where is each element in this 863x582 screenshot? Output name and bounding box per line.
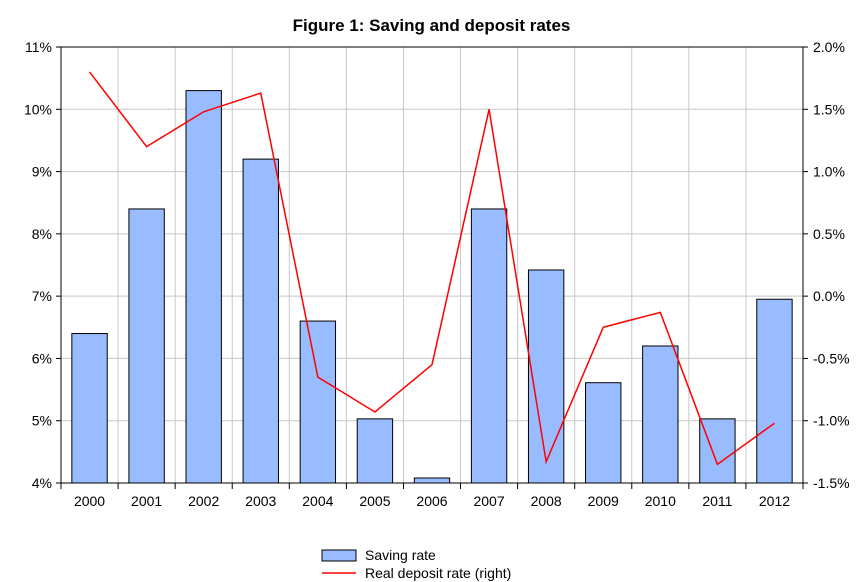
bar-saving-rate-2004 (299, 320, 337, 484)
right-tick-label: 0.5% (813, 226, 845, 242)
left-tick-label: 9% (32, 164, 52, 180)
bar-saving-rate-2009 (585, 382, 622, 484)
bar-saving-rate-2012 (756, 298, 793, 484)
right-tick-label: 0.0% (813, 288, 845, 304)
right-tick-label: 2.0% (813, 39, 845, 55)
line-series (88, 71, 775, 466)
right-tick-label: -1.5% (813, 475, 850, 491)
right-tick-label: -0.5% (813, 350, 850, 366)
legend-label-saving-rate: Saving rate (365, 547, 436, 563)
bar-saving-rate-2001 (128, 208, 165, 484)
plot-border (60, 46, 804, 484)
plot-frame (60, 46, 804, 484)
bar-saving-rate-2007 (470, 208, 508, 484)
grid (61, 46, 803, 484)
right-axis: -1.5% -1.0% -0.5% 0.0% 0.5% 1.0% 1.5% 2.0% (803, 39, 850, 491)
bar-saving-rate-2000 (71, 333, 108, 484)
legend-swatch-saving-rate (321, 549, 357, 562)
right-tick-label: 1.0% (813, 164, 845, 180)
left-tick-label: 11% (25, 39, 52, 55)
bar-saving-rate-2006 (413, 477, 451, 484)
x-tick-label: 2005 (359, 493, 390, 509)
x-tick-label: 2004 (302, 493, 333, 509)
x-tick-label: 2002 (188, 493, 219, 509)
left-axis: 4% 5% 6% 7% 8% 9% 10% 11% (24, 39, 61, 491)
right-tick-label: -1.0% (813, 413, 850, 429)
x-tick-label: 2011 (702, 493, 732, 509)
bar-saving-rate-2010 (642, 345, 679, 484)
bar-saving-rate-2003 (242, 158, 279, 484)
left-tick-label: 6% (32, 350, 52, 366)
x-tick-label: 2007 (473, 493, 504, 509)
x-axis: 2000 2001 2002 2003 2004 2005 2006 2007 2008 2009… (60, 483, 804, 509)
legend-label-real-deposit-rate: Real deposit rate (right) (365, 565, 511, 581)
bar-saving-rate-2005 (356, 418, 394, 484)
x-tick-label: 2000 (74, 493, 105, 509)
left-tick-label: 4% (32, 475, 52, 491)
x-tick-label: 2010 (645, 493, 676, 509)
left-tick-label: 10% (24, 101, 52, 117)
x-tick-label: 2003 (245, 493, 276, 509)
left-tick-label: 8% (32, 226, 52, 242)
left-tick-label: 5% (32, 413, 52, 429)
chart-title: Figure 1: Saving and deposit rates (292, 16, 571, 35)
x-tick-label: 2008 (531, 493, 562, 509)
legend: Saving rate Real deposit rate (right) (321, 547, 511, 581)
x-tick-label: 2006 (416, 493, 447, 509)
bar-saving-rate-2011 (699, 418, 736, 484)
x-tick-label: 2009 (588, 493, 619, 509)
bar-series (71, 90, 793, 484)
left-tick-label: 7% (32, 288, 52, 304)
bar-saving-rate-2002 (185, 90, 222, 484)
x-tick-label: 2001 (131, 493, 162, 509)
right-tick-label: 1.5% (813, 101, 845, 117)
bar-saving-rate-2008 (527, 269, 565, 484)
x-tick-label: 2012 (759, 493, 790, 509)
